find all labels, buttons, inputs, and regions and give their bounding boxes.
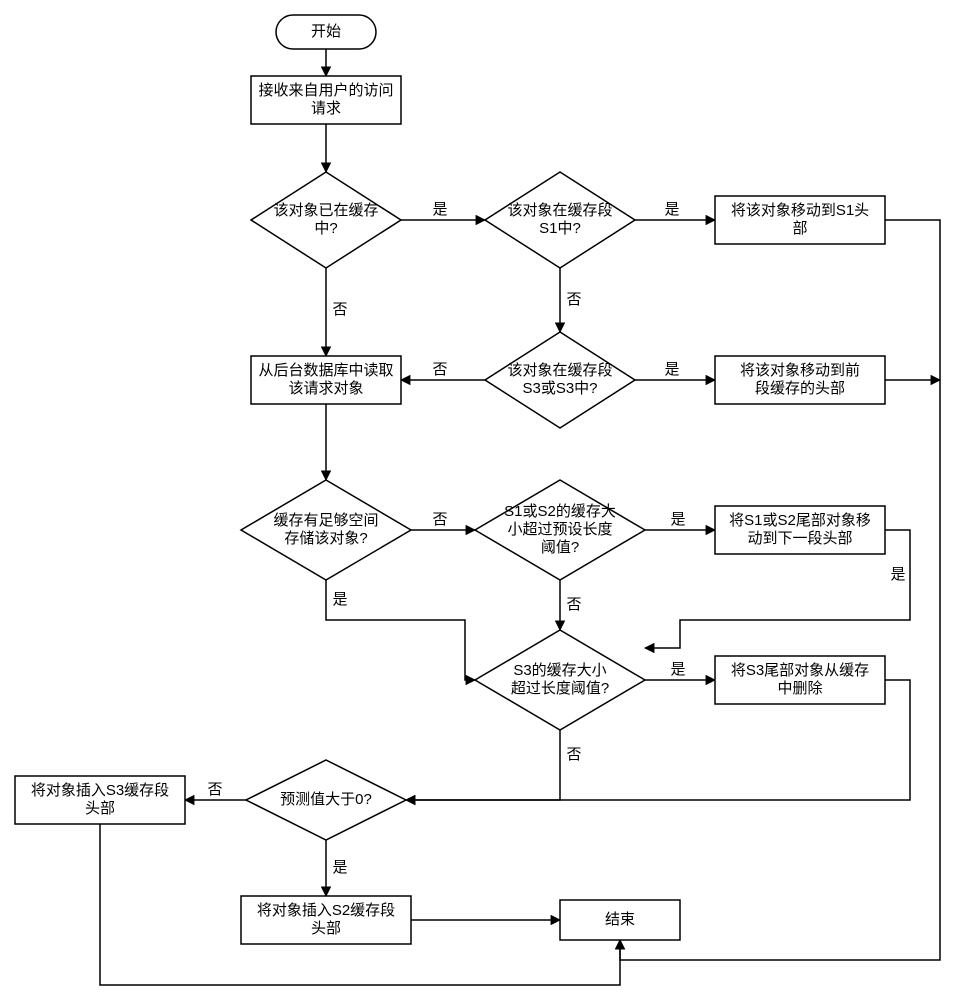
node-d_inS3-line1: S3或S3中? bbox=[522, 380, 597, 397]
node-movePrev-line1: 段缓存的头部 bbox=[755, 380, 845, 397]
edge-2-label: 是 bbox=[432, 201, 447, 218]
edge-17-label: 是 bbox=[332, 591, 347, 608]
edge-10-label: 是 bbox=[670, 511, 685, 528]
node-d_inCache: 该对象已在缓存中? bbox=[251, 172, 401, 268]
node-d_pred-line0: 预测值大于0? bbox=[280, 791, 372, 808]
node-insS3-line0: 将对象插入S3缓存段 bbox=[31, 782, 169, 799]
edge-5-label: 否 bbox=[566, 291, 581, 308]
node-d_inS3: 该对象在缓存段S3或S3中? bbox=[485, 332, 635, 428]
node-d_s1s2-line0: S1或S2的缓存大 bbox=[504, 503, 616, 520]
edge-11-label: 否 bbox=[566, 596, 581, 613]
node-moveTail-line1: 动到下一段头部 bbox=[747, 530, 852, 547]
edge-9-label: 否 bbox=[432, 511, 447, 528]
edge-6-label: 是 bbox=[664, 361, 679, 378]
node-moveS1-line1: 部 bbox=[792, 220, 807, 237]
edge-13 bbox=[406, 730, 560, 800]
node-insS3: 将对象插入S3缓存段头部 bbox=[15, 776, 185, 824]
edge-3-label: 是 bbox=[664, 201, 679, 218]
node-moveS1: 将该对象移动到S1头部 bbox=[715, 196, 885, 244]
edge-18-label: 是 bbox=[890, 566, 905, 583]
node-d_pred: 预测值大于0? bbox=[246, 760, 406, 840]
node-d_s3: S3的缓存大小超过长度阈值? bbox=[475, 630, 645, 730]
node-d_s3-line1: 超过长度阈值? bbox=[511, 680, 609, 697]
node-d_space-line1: 存储该对象? bbox=[284, 530, 367, 547]
node-recv-line1: 请求 bbox=[311, 100, 341, 117]
edge-4-label: 否 bbox=[332, 301, 347, 318]
node-d_inS1: 该对象在缓存段S1中? bbox=[485, 172, 635, 268]
node-d_s1s2-line2: 阈值? bbox=[541, 539, 579, 556]
node-readDB-line0: 从后台数据库中读取 bbox=[258, 362, 393, 379]
node-moveTail: 将S1或S2尾部对象移动到下一段头部 bbox=[715, 506, 885, 554]
node-movePrev: 将该对象移动到前段缓存的头部 bbox=[715, 356, 885, 404]
node-d_s1s2: S1或S2的缓存大小超过预设长度阈值? bbox=[475, 480, 645, 580]
node-d_inS3-line0: 该对象在缓存段 bbox=[507, 362, 612, 379]
edge-15-label: 是 bbox=[332, 859, 347, 876]
node-readDB: 从后台数据库中读取该请求对象 bbox=[251, 356, 401, 404]
node-d_inCache-line1: 中? bbox=[314, 220, 337, 237]
node-d_inCache-line0: 该对象已在缓存 bbox=[273, 202, 378, 219]
node-delS3-line1: 中删除 bbox=[777, 680, 822, 697]
node-moveS1-line0: 将该对象移动到S1头 bbox=[731, 202, 869, 219]
node-d_s1s2-line1: 小超过预设长度 bbox=[507, 521, 612, 538]
flowchart-canvas: 是是否否是否否是否是否否是是是 开始接收来自用户的访问请求该对象已在缓存中?该对… bbox=[0, 0, 959, 1000]
node-insS2-line0: 将对象插入S2缓存段 bbox=[257, 902, 395, 919]
node-recv-line0: 接收来自用户的访问 bbox=[258, 82, 393, 99]
node-delS3-line0: 将S3尾部对象从缓存 bbox=[731, 662, 869, 679]
node-start: 开始 bbox=[276, 15, 376, 49]
node-insS2: 将对象插入S2缓存段头部 bbox=[241, 896, 411, 944]
node-d_inS1-line1: S1中? bbox=[539, 220, 581, 237]
edge-7-label: 否 bbox=[432, 361, 447, 378]
node-delS3: 将S3尾部对象从缓存中删除 bbox=[715, 656, 885, 704]
node-d_inS1-line0: 该对象在缓存段 bbox=[507, 202, 612, 219]
edge-14-label: 否 bbox=[207, 781, 222, 798]
node-d_space: 缓存有足够空间存储该对象? bbox=[241, 480, 411, 580]
node-recv: 接收来自用户的访问请求 bbox=[251, 76, 401, 124]
edge-12-label: 是 bbox=[670, 661, 685, 678]
node-d_space-line0: 缓存有足够空间 bbox=[273, 512, 378, 529]
edge-20 bbox=[620, 220, 940, 960]
node-insS3-line1: 头部 bbox=[85, 800, 115, 817]
node-d_s3-line0: S3的缓存大小 bbox=[513, 662, 606, 679]
node-readDB-line1: 该请求对象 bbox=[288, 380, 363, 397]
node-end: 结束 bbox=[560, 900, 680, 940]
node-moveTail-line0: 将S1或S2尾部对象移 bbox=[729, 512, 871, 529]
node-movePrev-line0: 将该对象移动到前 bbox=[740, 362, 860, 379]
node-start-line0: 开始 bbox=[311, 23, 341, 40]
edge-17 bbox=[326, 580, 475, 680]
edge-13-label: 否 bbox=[566, 746, 581, 763]
node-insS2-line1: 头部 bbox=[311, 920, 341, 937]
node-end-line0: 结束 bbox=[605, 911, 635, 928]
